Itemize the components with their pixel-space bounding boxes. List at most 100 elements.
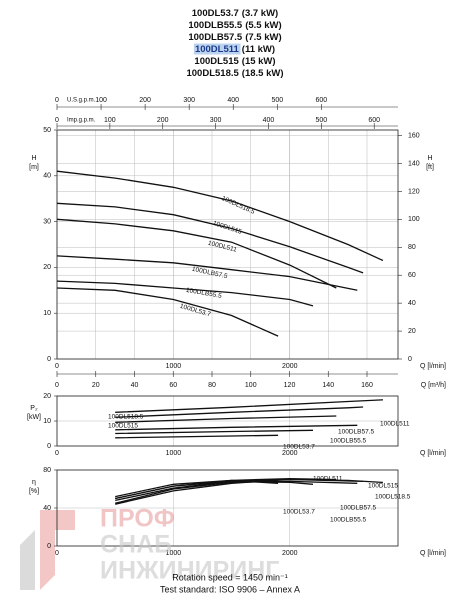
header-line: 100DL53.7 (3.7 kW) [192,8,278,19]
curve [56,202,364,274]
y-axis-label: P₂ [30,405,38,412]
x-tick-label: 2000 [282,550,298,557]
y2-axis-label: H [427,155,432,162]
y2-tick-label: 60 [408,272,416,279]
curve-label: 100DL515 [212,220,243,236]
scale-tick-label: 100 [245,382,257,389]
y-tick-label: 40 [43,505,51,512]
y2-tick-label: 120 [408,188,420,195]
y-tick-label: 20 [43,264,51,271]
curve-label: 100DL511 [313,476,343,483]
y-tick-label: 30 [43,218,51,225]
scale-tick-label: 120 [284,382,296,389]
logo [20,510,75,590]
y2-tick-label: 160 [408,132,420,139]
scale-tick-label: 60 [169,382,177,389]
scale-tick-label: 140 [322,382,334,389]
y-tick-label: 0 [47,543,51,550]
header-line: 100DL515 (15 kW) [194,56,275,67]
y-tick-label: 10 [43,310,51,317]
header-model: 100DL518.5 [186,68,239,79]
watermark: ИНЖИНИРИНГ [100,557,279,585]
scale-label: Imp.g.p.m. [67,118,96,124]
scale-tick-label: 0 [55,117,59,124]
y2-tick-label: 140 [408,160,420,167]
curve-label: 100DL511 [207,240,238,254]
curve-label: 100DLB57.5 [340,505,377,512]
header-model: 100DL53.7 [192,8,239,19]
header-model: 100DL515 [194,56,239,67]
header-model: 100DLB55.5 [188,20,243,31]
curve-label: 100DL511 [380,421,410,428]
y-tick-label: 20 [43,393,51,400]
header-power: (15 kW) [242,56,276,67]
footer-line: Test standard: ISO 9906 – Annex A [160,584,300,594]
header-model: 100DLB57.5 [188,32,243,43]
x-axis-label: Q [l/min] [420,550,446,557]
scale-tick-label: 500 [315,117,327,124]
y2-tick-label: 80 [408,244,416,251]
curve [115,415,337,423]
x-tick-label: 1000 [166,363,182,370]
scale-tick-label: 400 [263,117,275,124]
header-power: (7.5 kW) [245,32,281,43]
x-tick-label: 0 [55,450,59,457]
curve-label: 100DL515 [368,483,398,490]
curve [115,429,314,435]
y-axis-label: [%] [29,488,39,495]
scale-tick-label: 200 [157,117,169,124]
scale-tick-label: 300 [210,117,222,124]
y2-tick-label: 100 [408,216,420,223]
plot-frame [56,395,399,447]
header-power: (11 kW) [242,44,275,55]
x-tick-label: 0 [55,550,59,557]
scale-tick-label: 20 [92,382,100,389]
header-power: (18.5 kW) [242,68,284,79]
curve [56,287,279,337]
curve-label: 100DL515 [108,423,138,430]
y-axis-label: [kW] [27,414,41,421]
curve [115,434,279,439]
x-tick-label: 2000 [282,450,298,457]
watermark: СНАБ [100,531,172,559]
curve [115,480,314,500]
curve [56,170,384,262]
curve [115,399,383,413]
curve [115,424,358,431]
x-axis-label: Q [l/min] [420,363,446,370]
y-axis-label: [m] [29,164,39,171]
header-power: (3.7 kW) [242,8,278,19]
footer-line: Rotation speed = 1450 min⁻¹ [172,572,288,582]
y2-tick-label: 40 [408,300,416,307]
scale-tick-label: 300 [183,97,195,104]
header-model: 100DL511 [195,44,240,55]
highlight [193,43,241,55]
scale-tick-label: 400 [227,97,239,104]
header-line: 100DLB55.5 (5.5 kW) [188,20,281,31]
y-tick-label: 80 [43,467,51,474]
curve-label: 100DLB55.5 [330,438,367,445]
y-axis-label: η [32,479,36,486]
header-line: 100DLB57.5 (7.5 kW) [188,32,281,43]
curve-label: 100DLB55.5 [185,287,222,300]
watermark: ПРОФ [100,505,175,533]
curve-label: 100DL518.5 [375,494,411,501]
scale-tick-label: 40 [131,382,139,389]
scale-tick-label: 0 [55,382,59,389]
curve [56,280,314,307]
scale-label: U.S.g.p.m. [67,98,96,104]
plot-frame [56,469,399,547]
header-line: 100DL511 (11 kW) [195,44,275,55]
curve-label: 100DLB57.5 [191,266,228,280]
y-axis-label: H [31,155,36,162]
x-tick-label: 0 [55,363,59,370]
scale-tick-label: 600 [368,117,380,124]
scale-tick-label: 80 [208,382,216,389]
curve [115,480,358,504]
curve [115,406,364,418]
scale-tick-label: 200 [139,97,151,104]
scale-tick-label: 100 [104,117,116,124]
plot-frame [56,129,399,360]
